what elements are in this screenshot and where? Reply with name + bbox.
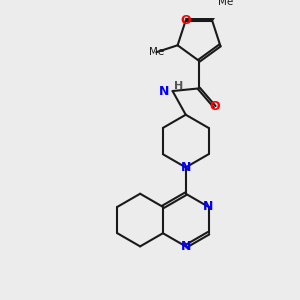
Text: N: N: [181, 161, 191, 174]
Text: O: O: [209, 100, 220, 113]
Text: Me: Me: [149, 47, 164, 57]
Text: N: N: [203, 200, 214, 213]
Text: H: H: [173, 81, 183, 91]
Text: Me: Me: [218, 0, 233, 7]
Text: N: N: [159, 85, 170, 98]
Text: O: O: [180, 14, 191, 27]
Text: N: N: [181, 240, 191, 253]
